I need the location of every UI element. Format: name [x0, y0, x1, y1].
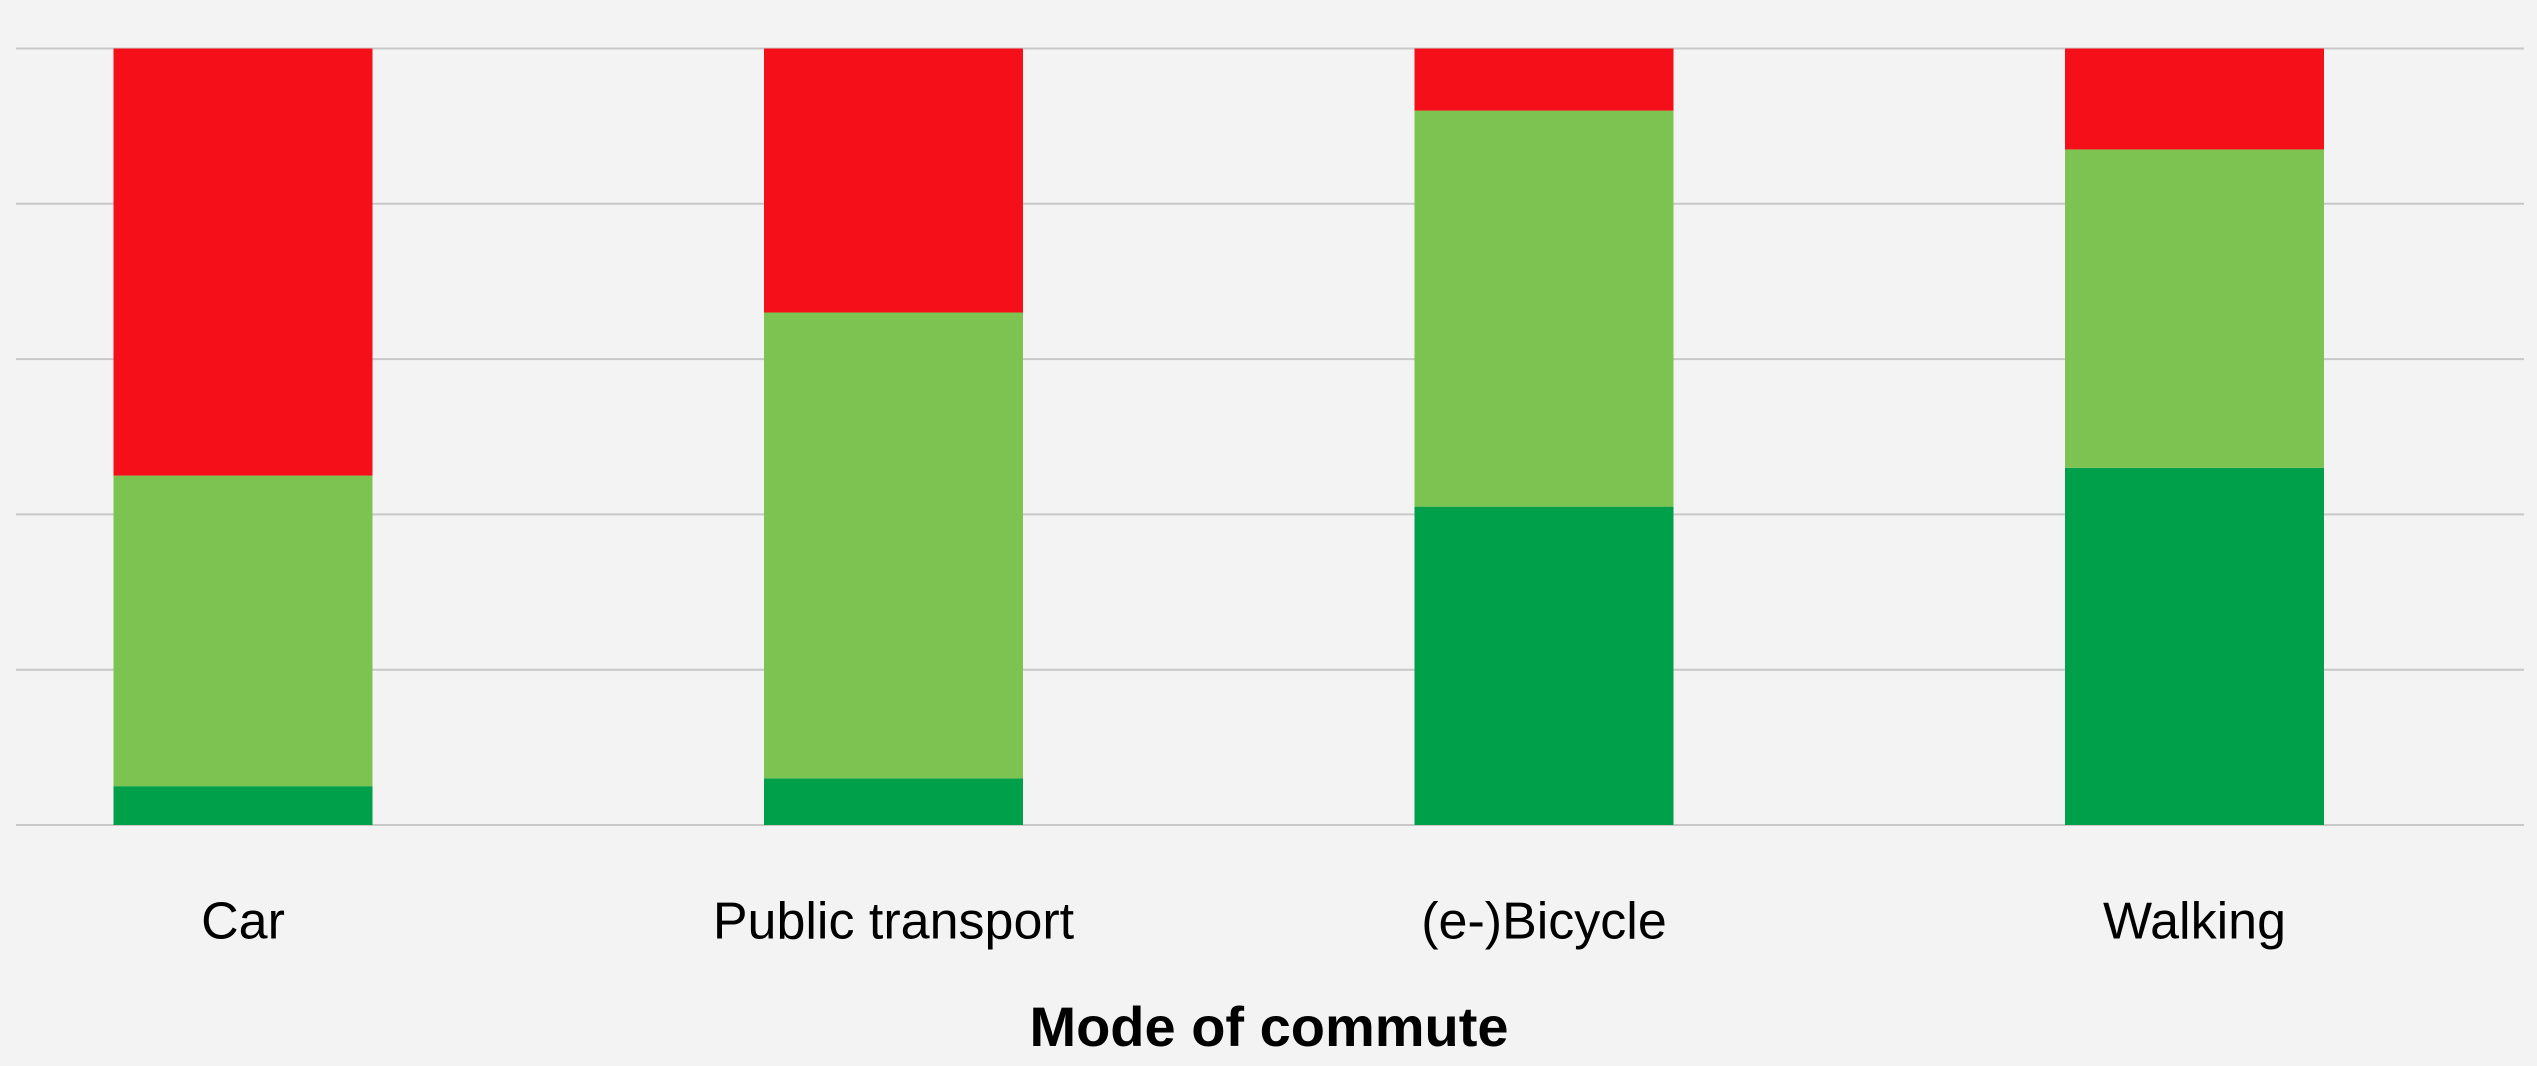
bar-segment — [2065, 467, 2324, 825]
x-tick-label: Car — [201, 893, 285, 951]
bar-segment — [764, 312, 1023, 779]
bar-segment — [1414, 110, 1674, 507]
bar-segment — [2065, 149, 2324, 468]
bar-segment — [113, 475, 373, 787]
bar-segment — [113, 786, 373, 825]
bar-segment — [2065, 48, 2324, 150]
bar-segment — [764, 48, 1023, 313]
bar-segment — [1414, 506, 1674, 825]
x-tick-label: (e-)Bicycle — [1421, 893, 1667, 951]
bar-segment — [764, 778, 1023, 825]
x-axis-title: Mode of commute — [1029, 995, 1508, 1058]
bar-segment — [1414, 48, 1674, 111]
x-tick-label: Walking — [2103, 893, 2286, 951]
bar-segment — [113, 48, 373, 476]
x-tick-label: Public transport — [713, 893, 1075, 951]
